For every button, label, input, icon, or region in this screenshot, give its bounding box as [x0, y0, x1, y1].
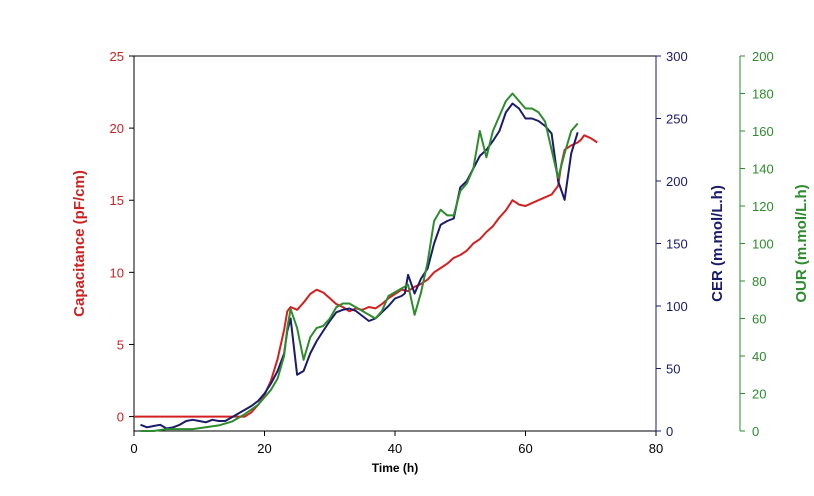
x-tick-label: 20 — [257, 441, 271, 456]
cer-tick-label: 250 — [666, 112, 688, 127]
left-tick-label: 5 — [117, 337, 124, 352]
our-tick-label: 140 — [752, 162, 774, 177]
our-tick-label: 80 — [752, 274, 766, 289]
left-axis-label: Capacitance (pF/cm) — [71, 170, 88, 317]
capacitance-series-line — [134, 134, 598, 418]
our-tick-label: 120 — [752, 199, 774, 214]
our-tick-label: 160 — [752, 124, 774, 139]
x-tick-label: 60 — [518, 441, 532, 456]
left-tick-label: 0 — [117, 410, 124, 425]
left-tick-label: 20 — [110, 121, 124, 136]
cer-series-line — [140, 102, 579, 430]
x-tick-label: 80 — [649, 441, 663, 456]
x-axis-label: Time (h) — [372, 461, 418, 475]
cer-axis-label: CER (m.mol/L.h) — [709, 185, 726, 302]
cer-tick-label: 150 — [666, 237, 688, 252]
our-tick-label: 200 — [752, 49, 774, 64]
our-tick-label: 180 — [752, 87, 774, 102]
cer-tick-label: 0 — [666, 424, 673, 439]
our-series-line — [140, 92, 579, 432]
our-axis-label: OUR (m.mol/L.h) — [793, 184, 810, 302]
our-tick-label: 100 — [752, 237, 774, 252]
cer-tick-label: 200 — [666, 174, 688, 189]
our-tick-label: 60 — [752, 312, 766, 327]
x-tick-label: 0 — [130, 441, 137, 456]
cer-tick-label: 300 — [666, 49, 688, 64]
our-tick-label: 20 — [752, 387, 766, 402]
axes-layer: 0 20 40 60 800510152025050100150200250300020… — [110, 49, 774, 456]
left-tick-label: 15 — [110, 193, 124, 208]
our-tick-label: 40 — [752, 349, 766, 364]
left-tick-label: 25 — [110, 49, 124, 64]
cer-tick-label: 50 — [666, 362, 680, 377]
series-layer — [134, 92, 598, 432]
x-tick-label: 40 — [388, 441, 402, 456]
left-tick-label: 10 — [110, 265, 124, 280]
our-tick-label: 0 — [752, 424, 759, 439]
cer-tick-label: 100 — [666, 299, 688, 314]
